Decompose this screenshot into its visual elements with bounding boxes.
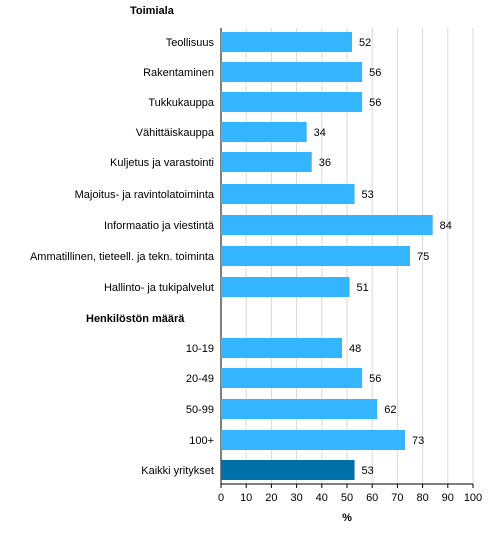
x-tick-label: 0 bbox=[218, 492, 224, 504]
x-tick-label: 40 bbox=[316, 492, 328, 504]
bar bbox=[221, 92, 363, 112]
value-label: 84 bbox=[440, 220, 452, 232]
bar bbox=[221, 152, 312, 172]
category-label: Informaatio ja viestintä bbox=[104, 220, 215, 232]
value-label: 36 bbox=[319, 157, 331, 169]
group-heading: Toimiala bbox=[130, 5, 175, 17]
x-tick-label: 70 bbox=[391, 492, 403, 504]
x-tick-label: 60 bbox=[366, 492, 378, 504]
value-label: 75 bbox=[417, 251, 429, 263]
bar bbox=[221, 430, 405, 450]
category-label: Tukkukauppa bbox=[148, 97, 215, 109]
x-axis-label: % bbox=[342, 512, 352, 524]
category-label: Kaikki yritykset bbox=[141, 465, 214, 477]
x-tick-label: 10 bbox=[240, 492, 252, 504]
x-tick-label: 80 bbox=[416, 492, 428, 504]
bar bbox=[221, 368, 363, 388]
value-label: 73 bbox=[412, 435, 424, 447]
group-heading: Henkilöstön määrä bbox=[86, 313, 185, 325]
x-tick-label: 50 bbox=[341, 492, 353, 504]
category-label: Majoitus- ja ravintolatoiminta bbox=[75, 189, 215, 201]
x-tick-label: 90 bbox=[442, 492, 454, 504]
bar bbox=[221, 460, 355, 480]
value-label: 56 bbox=[369, 97, 381, 109]
bar bbox=[221, 184, 355, 204]
bar bbox=[221, 338, 342, 358]
value-label: 62 bbox=[384, 404, 396, 416]
value-label: 53 bbox=[362, 189, 374, 201]
x-tick-label: 30 bbox=[290, 492, 302, 504]
value-label: 48 bbox=[349, 343, 361, 355]
value-label: 53 bbox=[362, 465, 374, 477]
bar bbox=[221, 399, 378, 419]
category-label: Vähittäiskauppa bbox=[136, 127, 215, 139]
category-label: 50-99 bbox=[186, 404, 214, 416]
category-label: Ammatillinen, tieteell. ja tekn. toimint… bbox=[30, 251, 215, 263]
bar bbox=[221, 215, 433, 235]
bar bbox=[221, 62, 363, 82]
bar bbox=[221, 32, 353, 52]
value-label: 34 bbox=[314, 127, 326, 139]
category-label: 10-19 bbox=[186, 343, 214, 355]
category-label: Rakentaminen bbox=[143, 67, 214, 79]
value-label: 56 bbox=[369, 373, 381, 385]
category-label: 20-49 bbox=[186, 373, 214, 385]
value-label: 51 bbox=[357, 282, 369, 294]
value-label: 56 bbox=[369, 67, 381, 79]
category-label: Hallinto- ja tukipalvelut bbox=[104, 282, 214, 294]
bar bbox=[221, 246, 410, 266]
x-tick-label: 20 bbox=[265, 492, 277, 504]
category-label: Kuljetus ja varastointi bbox=[110, 157, 214, 169]
value-label: 52 bbox=[359, 37, 371, 49]
x-tick-label: 100 bbox=[464, 492, 482, 504]
category-label: 100+ bbox=[189, 435, 214, 447]
bar bbox=[221, 122, 307, 142]
category-label: Teollisuus bbox=[166, 37, 215, 49]
bar bbox=[221, 277, 350, 297]
